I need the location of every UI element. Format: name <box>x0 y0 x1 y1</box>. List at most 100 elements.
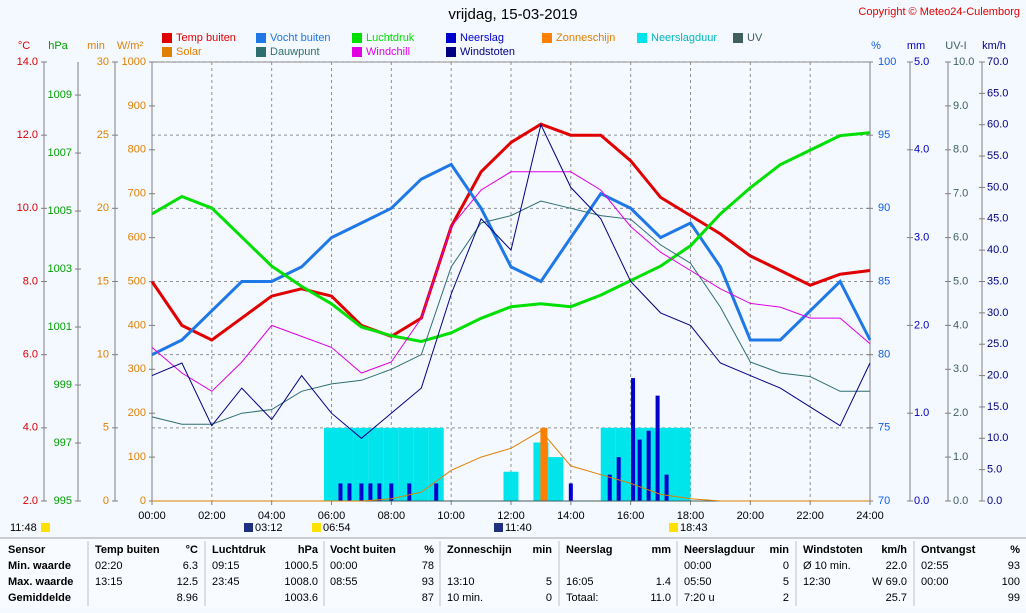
table-cell: 16:05 <box>566 576 594 588</box>
table-header: mm <box>651 544 671 556</box>
y-tick-label: 14.0 <box>17 56 38 68</box>
bar <box>338 483 343 501</box>
y-tick-label: 25 <box>97 129 109 141</box>
table-header: Luchtdruk <box>212 544 267 556</box>
x-tick-label: 04:00 <box>258 510 286 522</box>
bar <box>368 483 373 501</box>
legend-label: Temp buiten <box>176 32 236 44</box>
table-header: Temp buiten <box>95 544 160 556</box>
legend-swatch <box>542 33 552 43</box>
table-cell: Totaal: <box>566 592 598 604</box>
table-header: Neerslag <box>566 544 612 556</box>
table-header: Windstoten <box>803 544 863 556</box>
axis-unit: hPa <box>48 40 68 52</box>
series-line <box>150 122 871 342</box>
y-tick-label: 50.0 <box>987 181 1008 193</box>
duration-bar <box>324 427 339 501</box>
bar <box>540 427 548 501</box>
y-tick-label: 80 <box>878 349 890 361</box>
y-tick-label: 5.0 <box>987 464 1002 476</box>
y-tick-label: 12.0 <box>17 129 38 141</box>
y-tick-label: 8.0 <box>953 144 968 156</box>
y-tick-label: 1005 <box>48 205 72 217</box>
table-cell: 5 <box>783 576 789 588</box>
duration-bar <box>383 427 399 501</box>
duration-bar <box>548 457 564 501</box>
x-tick-label: 08:00 <box>378 510 406 522</box>
x-tick-label: 18:00 <box>677 510 705 522</box>
duration-bar <box>428 427 444 501</box>
series-line <box>152 430 870 502</box>
y-tick-label: 30.0 <box>987 307 1008 319</box>
series-line <box>151 171 871 392</box>
y-tick-label: 500 <box>128 275 146 287</box>
y-tick-label: 55.0 <box>987 150 1008 162</box>
bar <box>377 483 382 501</box>
y-tick-label: 2.0 <box>953 407 968 419</box>
y-tick-label: 6.0 <box>953 232 968 244</box>
table-header: % <box>424 544 434 556</box>
bar <box>407 483 412 501</box>
y-tick-label: 3.0 <box>914 232 929 244</box>
y-tick-label: 10.0 <box>17 202 38 214</box>
y-tick-label: 1007 <box>48 147 72 159</box>
y-tick-label: 6.0 <box>23 349 38 361</box>
y-tick-label: 2.0 <box>914 319 929 331</box>
bar <box>631 378 636 501</box>
event-icon <box>312 523 321 532</box>
table-header: Zonneschijn <box>447 544 512 556</box>
table-cell: 00:00 <box>684 560 712 572</box>
table-bg <box>0 538 1026 608</box>
x-tick-label: 10:00 <box>437 510 465 522</box>
legend-swatch <box>256 33 266 43</box>
y-tick-label: 900 <box>128 100 146 112</box>
event-time: 11:48 <box>10 522 37 534</box>
bar <box>607 474 612 501</box>
y-tick-label: 0.0 <box>914 495 929 507</box>
table-cell: 11.0 <box>650 592 671 604</box>
table-cell: 22.0 <box>886 560 907 572</box>
row-label: Max. waarde <box>8 576 73 588</box>
bar <box>664 474 669 501</box>
duration-bar <box>503 471 519 501</box>
x-tick-label: 24:00 <box>856 510 884 522</box>
y-tick-label: 7.0 <box>953 188 968 200</box>
y-tick-label: 1.0 <box>953 451 968 463</box>
series-line <box>151 123 871 439</box>
y-tick-label: 5 <box>103 422 109 434</box>
series-line <box>151 200 870 425</box>
bar <box>646 430 651 501</box>
duration-bar <box>338 427 354 501</box>
legend-label: Dauwpunt <box>270 46 320 58</box>
y-tick-label: 999 <box>54 379 72 391</box>
y-tick-label: 15 <box>97 275 109 287</box>
table-cell: 09:15 <box>212 560 240 572</box>
legend-label: Solar <box>176 46 202 58</box>
copyright: Copyright © Meteo24-Culemborg <box>858 6 1020 18</box>
bar <box>434 483 439 501</box>
y-tick-label: 800 <box>128 144 146 156</box>
table-cell: 0 <box>783 560 789 572</box>
y-tick-label: 0.0 <box>987 495 1002 507</box>
y-tick-label: 0 <box>140 495 146 507</box>
y-tick-label: 10 <box>97 349 109 361</box>
duration-bar <box>660 427 676 501</box>
axis-unit: °C <box>18 40 30 52</box>
event-time: 03:12 <box>255 522 283 534</box>
legend-swatch <box>162 47 172 57</box>
y-tick-label: 4.0 <box>23 422 38 434</box>
table-cell: 23:45 <box>212 576 240 588</box>
y-tick-label: 70 <box>878 495 890 507</box>
axis-unit: mm <box>907 40 925 52</box>
y-tick-label: 995 <box>54 495 72 507</box>
legend-label: Neerslag <box>460 32 504 44</box>
table-header: min <box>532 544 552 556</box>
legend-swatch <box>446 47 456 57</box>
table-cell: 7:20 u <box>684 592 715 604</box>
bar <box>655 395 660 501</box>
table-cell: 0 <box>546 592 552 604</box>
table-cell: 02:55 <box>921 560 949 572</box>
event-time: 18:43 <box>680 522 708 534</box>
x-tick-label: 06:00 <box>318 510 346 522</box>
duration-bar <box>675 427 691 501</box>
